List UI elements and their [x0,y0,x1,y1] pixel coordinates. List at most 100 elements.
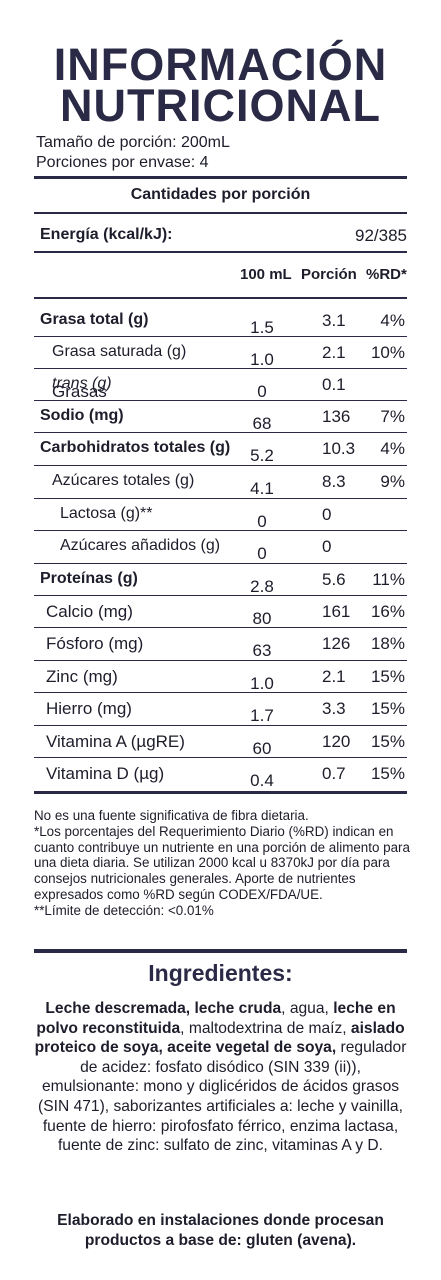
value-text: 63 [252,641,272,660]
row-value-rd: 15% [370,764,405,783]
value-text: 4.1 [250,479,274,498]
row-value-portion: 0 [322,537,332,556]
value-text: 0 [257,512,267,531]
value-text: 1.0 [250,350,274,369]
row-label: Calcio (mg) [46,602,133,621]
value-text: 0.4 [250,771,274,790]
row-value-portion: 2.1 [322,667,346,686]
row-value-rd: 18% [370,634,405,653]
ingredient-text: regulador de acidez: fosfato disódico (S… [38,1039,407,1155]
label-italic: trans (g) [52,375,112,392]
table-row: Azúcares totales (g) 4.1 8.3 9% [34,465,407,498]
value-text: 2.8 [250,577,274,596]
col-header-rd: %RD* [366,266,407,283]
divider [34,212,407,214]
row-label: Vitamina D (µg) [46,764,165,783]
row-label: Grasa saturada (g) [52,343,187,360]
table-row: Proteínas (g) 2.8 5.6 11% [34,563,407,596]
row-value-rd: 9% [380,472,405,491]
row-label: Zinc (mg) [46,667,118,686]
ingredient-text: , maltodextrina de maíz, [180,1019,351,1037]
row-value-portion: 3.1 [322,311,346,330]
row-value-rd: 16% [370,602,405,621]
footnote-fiber: No es una fuente significativa de fibra … [34,808,309,823]
value-text: 80 [252,609,272,628]
footnotes: No es una fuente significativa de fibra … [34,808,414,919]
table-row: Hierro (mg) 1.7 3.3 15% [34,692,407,725]
section-header: Cantidades por porción [130,186,311,203]
value-text: 68 [252,414,272,433]
row-label: Hierro (mg) [46,699,132,718]
footnote-detection: **Límite de detección: <0.01% [34,902,214,918]
row-value-rd: 7% [380,407,405,426]
row-value-rd: 11% [372,570,405,589]
table-row: Grasa total (g) 1.5 3.1 4% [34,304,407,337]
row-label: Grasas trans (g) [52,375,112,401]
value-text: 0 [257,382,267,401]
row-value-portion: 0.1 [322,375,346,394]
table-row: Azúcares añadidos (g) 0 0 [34,530,407,563]
row-value-portion: 136 [322,407,351,426]
divider-thick [34,176,407,179]
row-value-portion: 161 [322,602,351,621]
label-part: Grasas [52,382,107,401]
ingredient-bold: Leche descremada, leche cruda [45,1000,282,1017]
row-label: Grasa total (g) [40,311,149,328]
title-line-2: NUTRICIONAL [60,80,381,131]
row-value-portion: 8.3 [322,472,346,491]
table-row: Zinc (mg) 1.0 2.1 15% [34,660,407,693]
table-row: Vitamina A (µgRE) 60 120 15% [34,725,407,758]
row-value-rd: 15% [370,699,405,718]
table-row: Sodio (mg) 68 136 7% [34,400,407,433]
row-value-portion: 0.7 [322,764,346,783]
row-value-rd: 15% [370,667,405,686]
allergen-note: Elaborado en instalaciones donde procesa… [57,1212,384,1249]
row-value-portion: 3.3 [322,699,346,718]
value-text: 1.5 [250,318,274,337]
row-value-portion: 126 [322,634,351,653]
col-header-100ml: 100 mL [240,266,292,283]
divider-thick [34,949,407,953]
value-text: 5.2 [250,446,274,465]
divider [34,251,407,253]
table-row: Vitamina D (µg) 0.4 0.7 15% [34,757,407,790]
row-label: Proteínas (g) [40,570,138,587]
table-row: Calcio (mg) 80 161 16% [34,595,407,628]
value-text: 1.0 [250,674,274,693]
row-label: Vitamina A (µgRE) [46,732,185,751]
ingredient-bold: aislado proteico de soya, aceite vegetal… [34,1019,405,1057]
row-value-portion: 10.3 [322,439,356,458]
value-text: 60 [252,739,272,758]
col-header-portion: Porción [301,266,357,283]
table-row: Fósforo (mg) 63 126 18% [34,627,407,660]
row-value-rd: 4% [380,439,405,458]
row-label: Sodio (mg) [40,407,124,424]
ingredients-text: Leche descremada, leche cruda, agua, lec… [30,999,411,1156]
energy-value: 92/385 [355,226,407,245]
divider-thick [34,791,407,794]
value-text: 1.7 [250,706,274,725]
serving-size: Tamaño de porción: 200mL [36,134,230,151]
row-label: Lactosa (g)** [60,505,153,522]
row-value-rd: 15% [370,732,405,751]
row-label: Carbohidratos totales (g) [40,439,231,456]
ingredient-bold: leche en polvo reconstituida [36,1000,396,1037]
table-row: Grasas trans (g) 0 0.1 [34,368,407,401]
row-value-portion: 120 [322,732,351,751]
row-label: Fósforo (mg) [46,634,144,653]
page-title: INFORMACIÓN NUTRICIONAL [0,39,441,131]
row-value-portion: 0 [322,505,332,524]
energy-label: Energía (kcal/kJ): [40,226,173,243]
row-label: Azúcares totales (g) [52,472,195,489]
ingredient-text: , agua, [281,1000,334,1017]
row-value-rd: 10% [370,343,405,362]
row-label: Azúcares añadidos (g) [60,537,221,554]
table-row: Lactosa (g)** 0 0 [34,498,407,531]
footnote-rd: *Los porcentajes del Requerimiento Diari… [34,823,410,902]
title-line-1: INFORMACIÓN [53,39,388,90]
servings-per-package: Porciones por envase: 4 [36,154,209,171]
row-value-rd: 4% [380,311,405,330]
row-value-portion: 5.6 [322,570,346,589]
value-text: 0 [257,544,267,563]
serving-info: Tamaño de porción: 200mL Porciones por e… [36,133,230,173]
